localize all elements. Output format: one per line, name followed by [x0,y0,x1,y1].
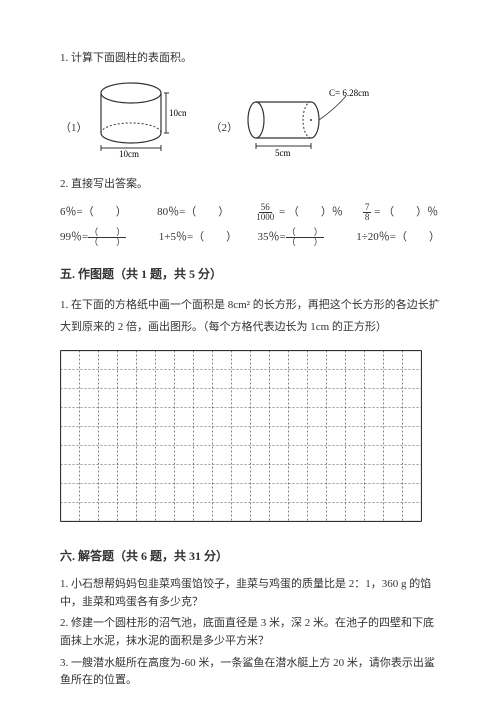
fig2-length-label: 5cm [275,148,291,158]
q2-r1-b: 80％=（ ） [157,204,234,222]
fig2-label: （2） [211,120,239,138]
q2-r2-c: 35％= （ ） （ ） [258,228,337,247]
answers-row-2: 99％= （ ） （ ） 1+5％=（ ） 35％= （ ） （ ） 1÷20％… [60,228,440,247]
grid-icon [60,350,422,522]
section-5-title: 五. 作图题（共 1 题，共 5 分） [60,265,440,284]
fig1-label: （1） [60,120,88,138]
s6-q1: 1. 小石想帮妈妈包韭菜鸡蛋馅饺子，韭菜与鸡蛋的质量比是 2：1，360 g 的… [60,576,440,611]
s6-q3: 3. 一艘潜水艇所在高度为-60 米，一条鲨鱼在潜水艇上方 20 米，请你表示出… [60,655,440,690]
figures-row: （1） 10cm 10cm （2） C= 6.28cm [60,78,440,158]
cylinder-2-icon: C= 6.28cm 5cm [241,88,371,158]
q2-r1-a: 6％=（ ） [60,204,137,222]
figure-2-wrap: （2） C= 6.28cm 5cm [211,88,372,158]
fig1-diameter-label: 10cm [119,149,139,158]
q2-r1-d: 7 8 = （ ）％ [363,203,440,222]
q2-r2-b: 1+5％=（ ） [159,229,238,247]
answers-row-1: 6％=（ ） 80％=（ ） 56 1000 = （ ）％ 7 8 = （ ）％ [60,203,440,222]
cylinder-1-icon: 10cm 10cm [91,78,186,158]
figure-1-wrap: （1） 10cm 10cm [60,78,186,158]
grid-paper [60,350,440,529]
fig1-height-label: 10cm [169,108,186,118]
q2-r2-a: 99％= （ ） （ ） [60,228,139,247]
fig2-circumference-label: C= 6.28cm [329,88,369,98]
blank-fraction-icon: （ ） （ ） [286,228,324,247]
q2-text: 2. 直接写出答案。 [60,176,440,194]
section-6-title: 六. 解答题（共 6 题，共 31 分） [60,547,440,566]
s6-q2: 2. 修建一个圆柱形的沼气池，底面直径是 3 米，深 2 米。在池子的四壁和下底… [60,615,440,650]
s5-q1-text: 1. 在下面的方格纸中画一个面积是 8cm² 的长方形，再把这个长方形的各边长扩… [60,294,440,338]
q2-r1-c: 56 1000 = （ ）％ [254,203,343,222]
blank-fraction-icon: （ ） （ ） [88,228,126,247]
q2-r2-d: 1÷20％=（ ） [356,229,440,247]
q1-text: 1. 计算下面圆柱的表面积。 [60,50,440,68]
fraction-icon: 56 1000 [254,203,276,222]
